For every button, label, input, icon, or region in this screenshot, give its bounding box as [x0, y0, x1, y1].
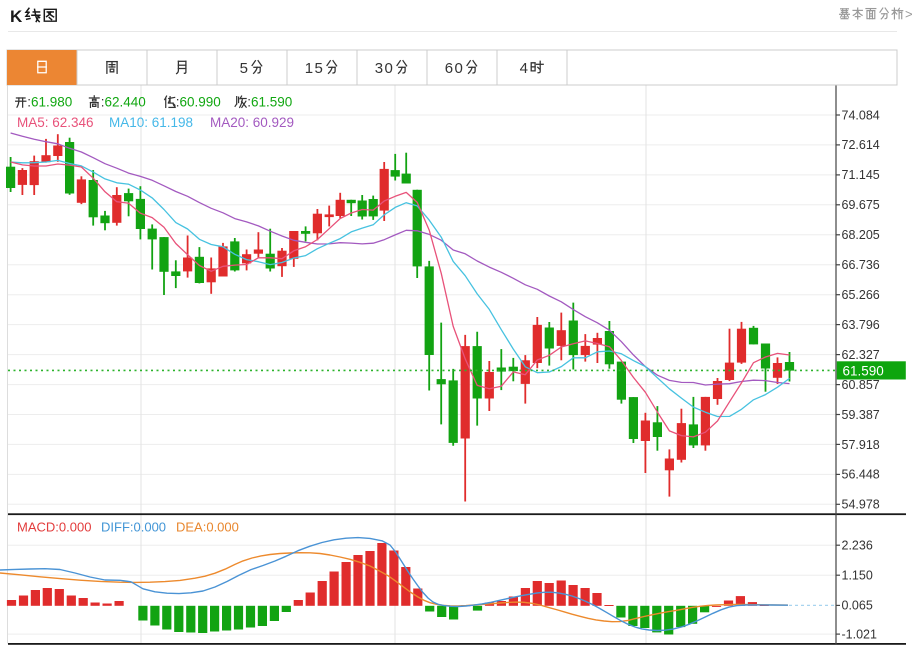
svg-text:72.614: 72.614	[842, 138, 880, 152]
svg-text:56.448: 56.448	[842, 468, 880, 482]
svg-text:71.145: 71.145	[842, 168, 880, 182]
svg-text::: :	[27, 95, 31, 110]
svg-text:62.327: 62.327	[842, 348, 880, 362]
svg-text:1.150: 1.150	[842, 569, 873, 583]
svg-text:0.065: 0.065	[842, 599, 873, 613]
svg-text:-1.021: -1.021	[842, 627, 877, 641]
svg-text:DEA:0.000: DEA:0.000	[176, 520, 239, 535]
svg-text:59.387: 59.387	[842, 408, 880, 422]
svg-text:0: 0	[455, 60, 463, 77]
svg-text::: :	[101, 95, 105, 110]
svg-text:4: 4	[520, 60, 528, 77]
svg-text:54.978: 54.978	[842, 498, 880, 512]
svg-text:60.990: 60.990	[180, 95, 221, 110]
svg-text:57.918: 57.918	[842, 438, 880, 452]
svg-text:60.857: 60.857	[842, 378, 880, 392]
svg-text:6: 6	[445, 60, 453, 77]
svg-text:K: K	[10, 7, 23, 26]
svg-text:MA10: 61.198: MA10: 61.198	[109, 115, 193, 130]
svg-text:MA20: 60.929: MA20: 60.929	[210, 115, 294, 130]
svg-text::: :	[247, 95, 251, 110]
svg-text:2.236: 2.236	[842, 539, 873, 553]
svg-text:63.796: 63.796	[842, 318, 880, 332]
svg-text:74.084: 74.084	[842, 108, 880, 122]
svg-text:1: 1	[305, 60, 313, 77]
svg-text:61.980: 61.980	[31, 95, 72, 110]
svg-text:61.590: 61.590	[251, 95, 292, 110]
svg-text:68.205: 68.205	[842, 228, 880, 242]
svg-text:65.266: 65.266	[842, 288, 880, 302]
svg-text:66.736: 66.736	[842, 258, 880, 272]
svg-text:>: >	[905, 7, 912, 22]
svg-text:0: 0	[385, 60, 393, 77]
svg-text:MA5: 62.346: MA5: 62.346	[17, 115, 94, 130]
svg-text:62.440: 62.440	[105, 95, 146, 110]
svg-text:69.675: 69.675	[842, 198, 880, 212]
svg-text:61.590: 61.590	[843, 364, 884, 379]
svg-text:5: 5	[240, 60, 248, 77]
svg-text::: :	[176, 95, 180, 110]
svg-text:DIFF:0.000: DIFF:0.000	[101, 520, 166, 535]
svg-text:MACD:0.000: MACD:0.000	[17, 520, 91, 535]
svg-text:5: 5	[315, 60, 323, 77]
svg-text:3: 3	[375, 60, 383, 77]
